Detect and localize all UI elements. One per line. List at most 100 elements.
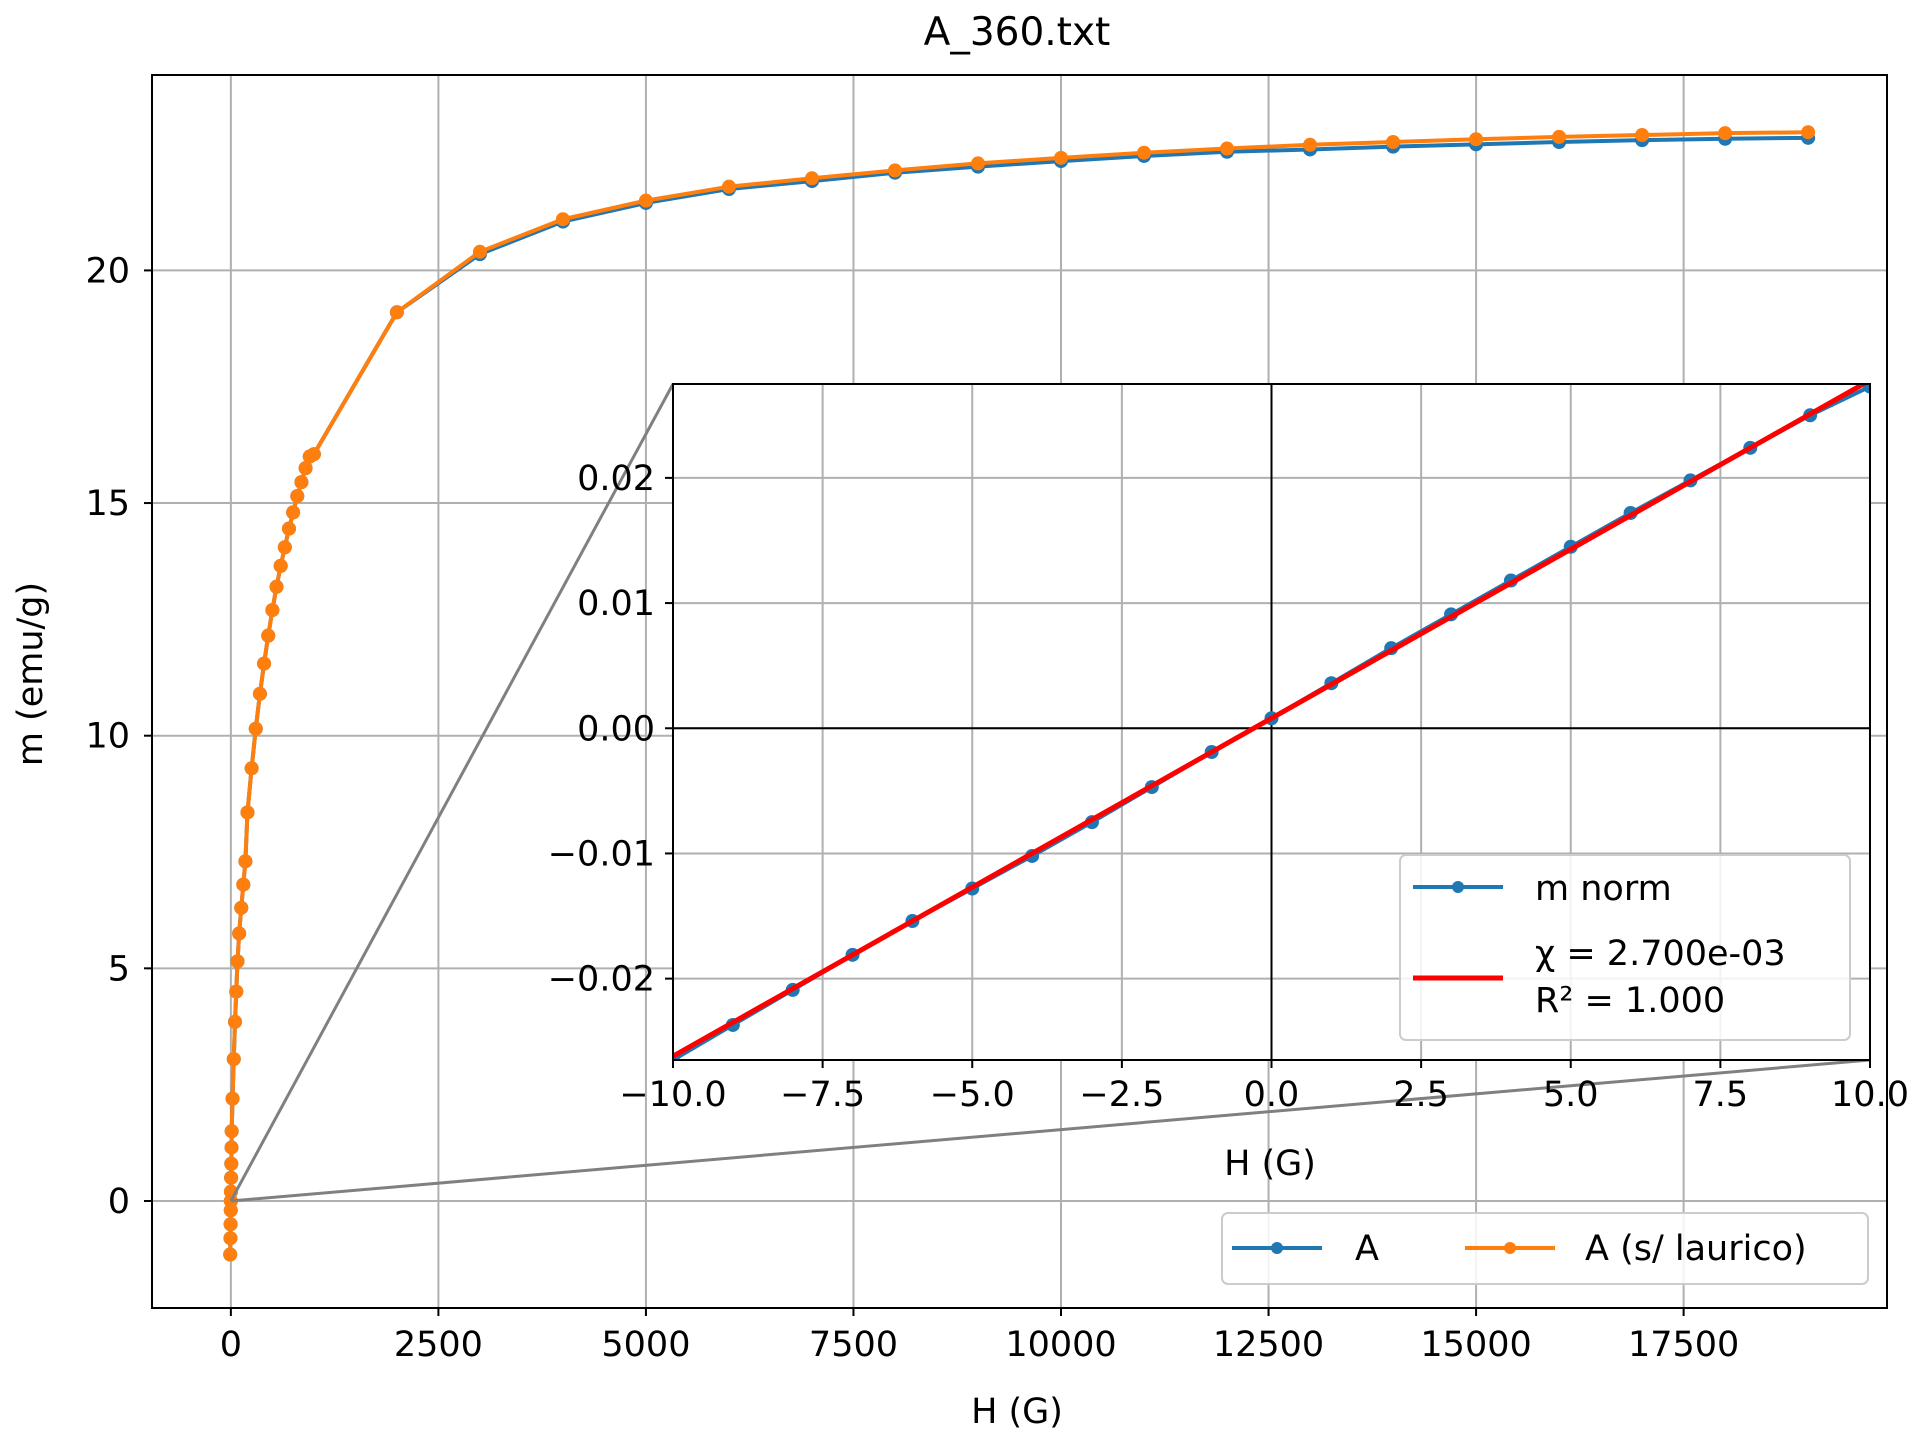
main-series-point-1 [638,193,653,208]
inset-series-point-m-norm [1863,384,1870,394]
main-x-tick-label: 5000 [601,1325,690,1365]
main-x-tick-label: 15000 [1420,1325,1531,1365]
inset-y-tick-label: 0.01 [577,584,655,624]
inset-x-ticks: −10.0 −7.5 −5.0 −2.5 0.0 2.5 5.0 7.5 10.0 [619,1060,1909,1115]
main-series-point-1 [290,489,305,504]
main-series-point-1 [804,171,819,186]
legend-label-r2: R² = 1.000 [1535,981,1725,1021]
main-series-point-1 [1801,125,1816,140]
main-series-point-1 [389,305,404,320]
main-series-point-1 [257,656,272,671]
main-series-point-1 [1220,141,1235,156]
inset-x-axis-label: H (G) [1224,1144,1316,1184]
main-series-point-1 [225,1091,240,1106]
main-x-ticks: 0 2500 5000 7500 10000 12500 15000 17500 [220,1308,1739,1365]
main-series-point-1 [232,926,247,941]
zoom-line-top [229,383,675,1202]
zoom-indicator-lines [229,383,1871,1203]
legend-marker-a [1271,1242,1283,1254]
inset-x-tick-label: −2.5 [1079,1075,1164,1115]
main-y-tick-label: 20 [85,251,130,291]
main-series-point-1 [294,475,309,490]
main-series-point-1 [265,603,280,618]
zoom-line-bottom [230,1058,1871,1203]
main-series-point-1 [226,1052,241,1067]
main-axes-frame [151,74,1888,1309]
main-y-tick-label: 15 [85,484,130,524]
inset-x-tick-label: 7.5 [1693,1075,1749,1115]
inset-x-tick-label: 10.0 [1831,1075,1909,1115]
main-series-point-1 [223,1247,238,1262]
inset-legend-box [1399,854,1851,1041]
main-series-point-1 [240,805,255,820]
main-series-point-1 [238,854,253,869]
legend-label-a-laurico: A (s/ laurico) [1585,1229,1807,1269]
main-series-point-1 [223,1217,238,1232]
main-series-point-1 [1635,128,1650,143]
y-axis-label: m (emu/g) [11,582,51,766]
inset-y-tick-label: −0.02 [548,960,655,1000]
main-series-point-1 [298,461,313,476]
inset-x-tick-label: 5.0 [1543,1075,1599,1115]
main-series-point-1 [252,686,267,701]
inset-y-ticks: −0.02 −0.01 0.00 0.01 0.02 [548,459,673,1000]
main-series-point-1 [229,984,244,999]
inset-legend: m norm χ = 2.700e-03 R² = 1.000 [1399,854,1851,1041]
inset-series-layer [673,384,1870,1060]
main-series-point-1 [224,1124,239,1139]
inset-chart: −10.0 −7.5 −5.0 −2.5 0.0 2.5 5.0 7.5 10.0 −0.02−… [548,383,1909,1184]
legend-marker-m-norm [1452,881,1464,893]
main-series-point-1 [1469,132,1484,147]
main-series-point-1 [261,628,276,643]
main-series-point-1 [1386,135,1401,150]
main-series-point-1 [970,156,985,171]
inset-y-tick-label: −0.01 [548,834,655,874]
x-axis-label: H (G) [971,1392,1063,1432]
inset-x-tick-label: 2.5 [1393,1075,1449,1115]
inset-y-tick-label: 0.00 [577,709,655,749]
main-series-point-1 [721,179,736,194]
main-series-point-1 [273,558,288,573]
legend-label-a: A [1355,1229,1379,1269]
main-series-point-1 [236,877,251,892]
main-series-point-1 [1552,129,1567,144]
main-x-tick-label: 2500 [394,1325,483,1365]
main-series-point-1 [224,1140,239,1155]
legend-label-chi: χ = 2.700e-03 [1535,934,1786,974]
inset-y-tick-label: 0.02 [577,459,655,499]
main-y-tick-label: 0 [108,1182,130,1222]
main-series-point-1 [224,1156,239,1171]
main-series-point-1 [277,540,292,555]
main-series-point-1 [269,579,284,594]
chart-title: A_360.txt [924,10,1111,55]
main-x-tick-label: 17500 [1628,1325,1739,1365]
main-y-tick-label: 5 [108,949,130,989]
main-series-point-1 [472,244,487,259]
legend-marker-a-laurico [1504,1242,1516,1254]
main-series-point-1 [228,1014,243,1029]
main-series-point-1 [230,954,245,969]
main-series-point-1 [248,721,263,736]
main-x-tick-label: 10000 [1005,1325,1116,1365]
main-series-point-1 [555,212,570,227]
inset-x-tick-label: −5.0 [930,1075,1015,1115]
legend-label-m-norm: m norm [1535,869,1672,909]
main-series-point-1 [887,163,902,178]
main-x-tick-label: 7500 [809,1325,898,1365]
main-y-tick-label: 10 [85,717,130,757]
inset-x-tick-label: −7.5 [780,1075,865,1115]
main-series-point-1 [223,1231,238,1246]
main-series-point-1 [286,505,301,520]
inset-fit-line [673,384,1869,1059]
inset-x-tick-label: 0.0 [1244,1075,1300,1115]
main-series-point-1 [224,1170,239,1185]
main-y-ticks: 0 5 10 15 20 [85,251,152,1222]
main-series-point-1 [1137,145,1152,160]
main-x-tick-label: 0 [220,1325,242,1365]
main-series-point-1 [234,900,249,915]
main-series-point-1 [1718,126,1733,141]
main-series-point-1 [1054,150,1069,165]
main-series-point-1 [244,761,259,776]
main-series-point-1 [306,447,321,462]
